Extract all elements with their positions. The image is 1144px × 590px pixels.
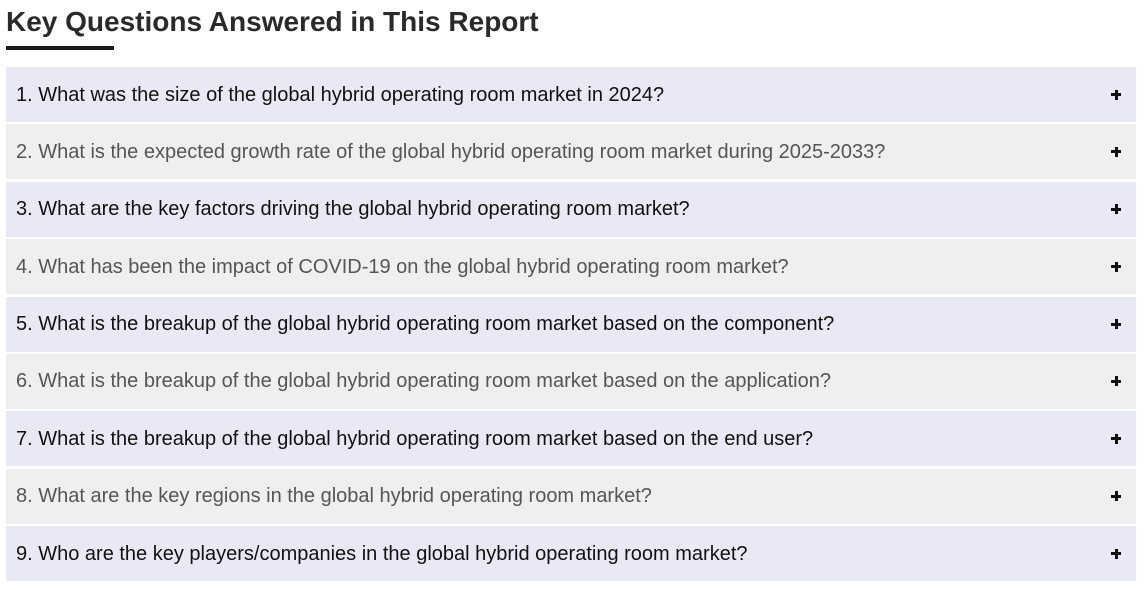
faq-item-4[interactable]: 4. What has been the impact of COVID-19 … (6, 239, 1136, 295)
faq-item-7[interactable]: 7. What is the breakup of the global hyb… (6, 411, 1136, 467)
faq-question: 4. What has been the impact of COVID-19 … (16, 255, 789, 278)
faq-question: 6. What is the breakup of the global hyb… (16, 370, 831, 393)
plus-icon[interactable] (1110, 489, 1124, 503)
plus-icon[interactable] (1110, 432, 1124, 446)
faq-item-2[interactable]: 2. What is the expected growth rate of t… (6, 124, 1136, 180)
plus-icon[interactable] (1110, 260, 1124, 274)
faq-question: 8. What are the key regions in the globa… (16, 485, 652, 508)
faq-item-9[interactable]: 9. Who are the key players/companies in … (6, 526, 1136, 582)
faq-list: 1. What was the size of the global hybri… (6, 67, 1136, 584)
plus-icon[interactable] (1110, 317, 1124, 331)
faq-question: 9. Who are the key players/companies in … (16, 542, 748, 565)
faq-item-1[interactable]: 1. What was the size of the global hybri… (6, 67, 1136, 122)
faq-question: 7. What is the breakup of the global hyb… (16, 427, 814, 450)
faq-item-3[interactable]: 3. What are the key factors driving the … (6, 181, 1136, 237)
section-title: Key Questions Answered in This Report (6, 6, 539, 37)
plus-icon[interactable] (1110, 145, 1124, 159)
faq-item-6[interactable]: 6. What is the breakup of the global hyb… (6, 353, 1136, 409)
faq-item-8[interactable]: 8. What are the key regions in the globa… (6, 468, 1136, 524)
plus-icon[interactable] (1110, 202, 1124, 216)
faq-question: 5. What is the breakup of the global hyb… (16, 313, 835, 336)
faq-item-5[interactable]: 5. What is the breakup of the global hyb… (6, 296, 1136, 352)
faq-question: 2. What is the expected growth rate of t… (16, 140, 886, 163)
title-underline (6, 46, 114, 50)
plus-icon[interactable] (1110, 547, 1124, 561)
plus-icon[interactable] (1110, 88, 1124, 102)
plus-icon[interactable] (1110, 374, 1124, 388)
faq-question: 1. What was the size of the global hybri… (16, 83, 665, 106)
faq-question: 3. What are the key factors driving the … (16, 198, 690, 221)
